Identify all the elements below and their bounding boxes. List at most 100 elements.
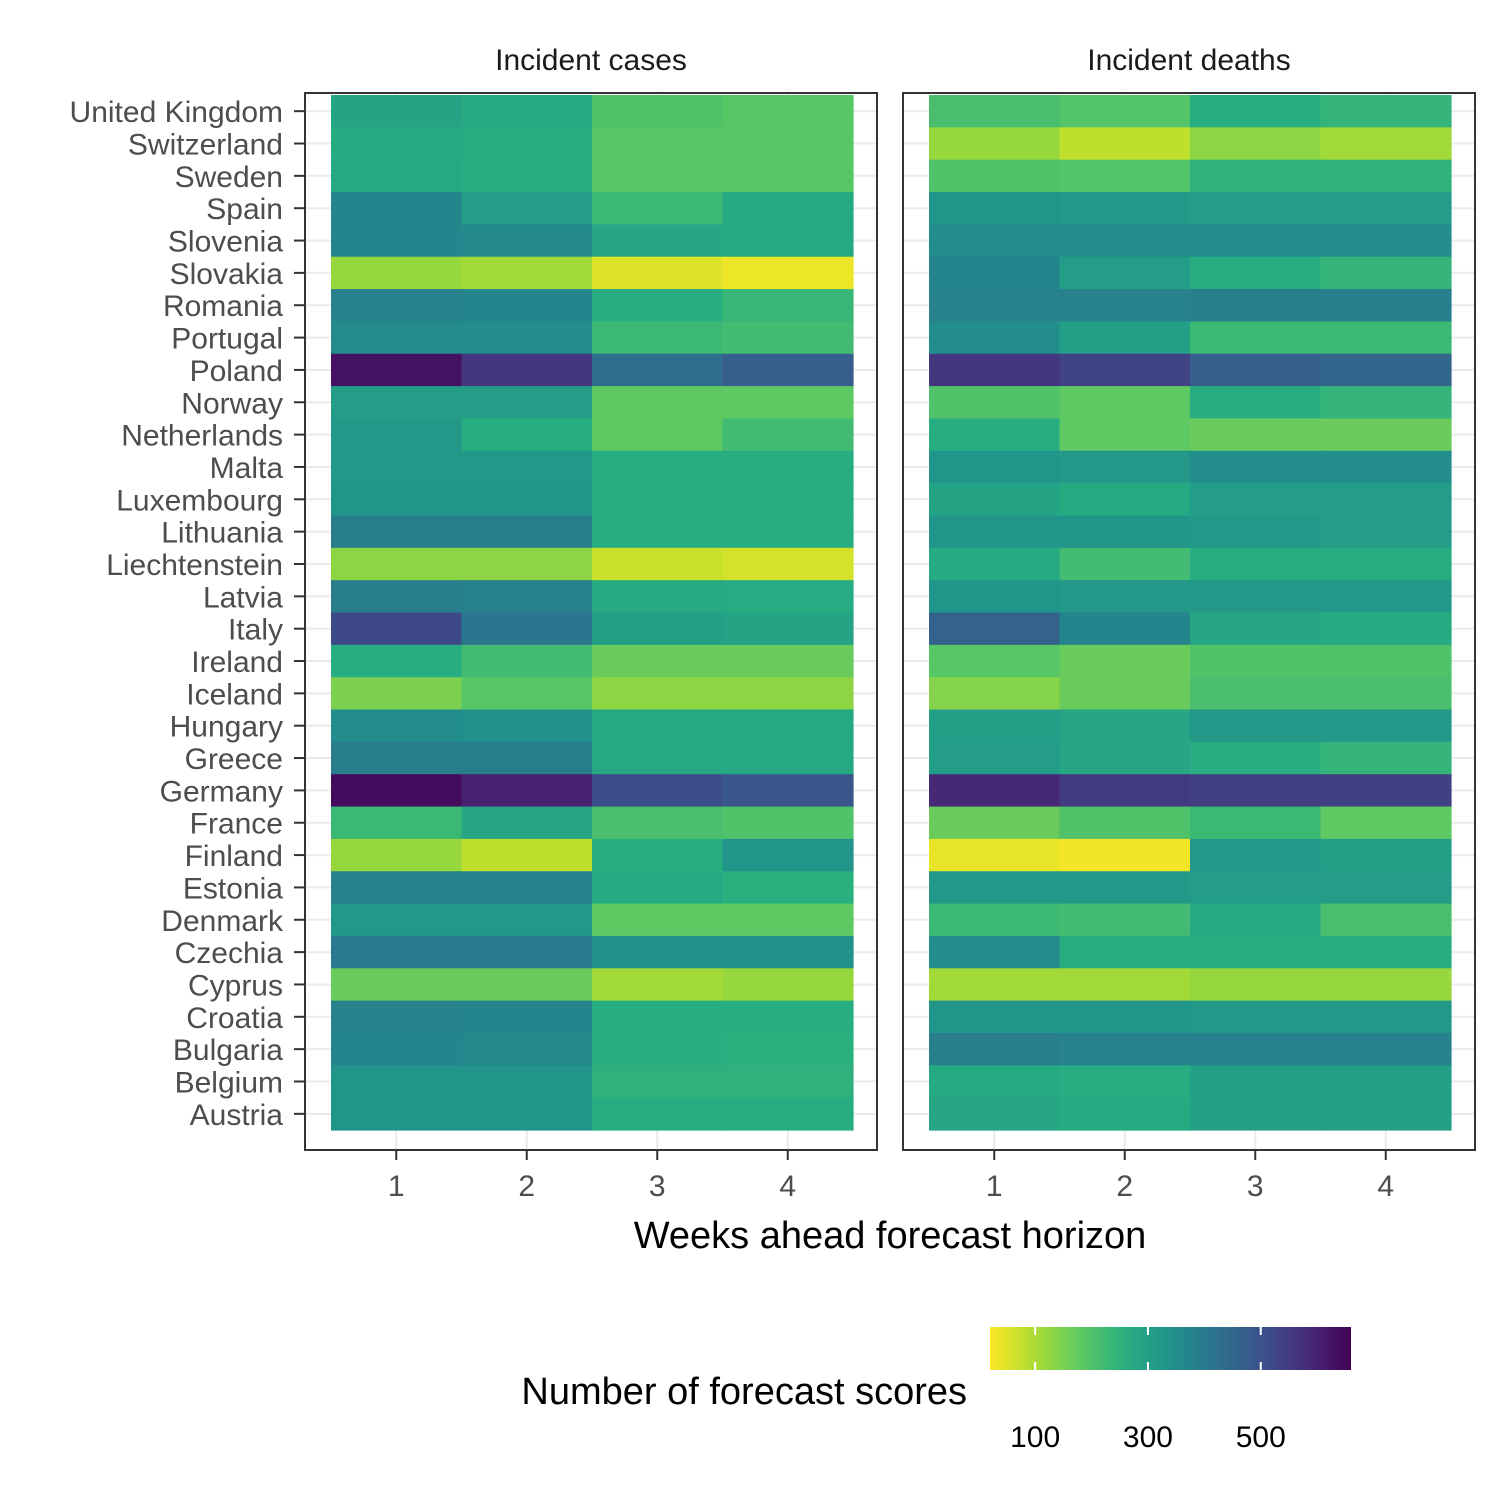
heatmap-cell — [1320, 935, 1452, 969]
y-tick-label: Latvia — [203, 581, 283, 614]
heatmap-cell — [722, 127, 854, 161]
heatmap-cell — [592, 353, 724, 387]
heatmap-cell — [461, 386, 593, 420]
heatmap-cell — [461, 580, 593, 614]
heatmap-cell — [331, 1065, 463, 1099]
heatmap-cell — [722, 1097, 854, 1131]
heatmap-cell — [1190, 95, 1322, 128]
heatmap-cell — [331, 289, 463, 323]
heatmap-cell — [722, 806, 854, 840]
heatmap-cell — [1059, 644, 1191, 678]
heatmap-cell — [722, 95, 854, 128]
legend-tick-label: 100 — [1010, 1421, 1060, 1454]
heatmap-cell — [461, 353, 593, 387]
heatmap-cell — [331, 256, 463, 290]
heatmap-cell — [1190, 806, 1322, 840]
heatmap-cell — [929, 580, 1061, 614]
heatmap-cell — [592, 1032, 724, 1066]
panel-border — [304, 92, 878, 1151]
heatmap-cell — [929, 774, 1061, 808]
heatmap-cell — [592, 1065, 724, 1099]
heatmap-cell — [722, 418, 854, 452]
heatmap-cell — [1059, 677, 1191, 711]
y-tick-label: Slovakia — [170, 258, 284, 291]
heatmap-cell — [929, 838, 1061, 872]
heatmap-cell — [461, 1032, 593, 1066]
y-tick-label: Bulgaria — [173, 1034, 283, 1067]
heatmap-cell — [722, 450, 854, 484]
heatmap-cell — [929, 1000, 1061, 1034]
heatmap-cell — [1190, 289, 1322, 323]
heatmap-cell — [1320, 612, 1452, 646]
x-tick-label: 3 — [1247, 1170, 1264, 1203]
heatmap-cell — [1320, 774, 1452, 808]
panel-border — [902, 92, 1476, 1151]
x-tick-label: 2 — [1116, 1170, 1133, 1203]
heatmap-cell — [461, 224, 593, 258]
y-tick-label: Denmark — [161, 905, 284, 938]
heatmap-cell — [722, 838, 854, 872]
heatmap-cell — [592, 256, 724, 290]
heatmap-cell — [1320, 159, 1452, 193]
heatmap-cell — [461, 644, 593, 678]
heatmap-cell — [1190, 321, 1322, 355]
heatmap-cell — [461, 547, 593, 581]
heatmap-cell — [1190, 612, 1322, 646]
heatmap-cell — [1190, 644, 1322, 678]
heatmap-cell — [929, 677, 1061, 711]
y-tick-label: Poland — [190, 355, 283, 388]
heatmap-cell — [1059, 806, 1191, 840]
heatmap-cell — [1059, 968, 1191, 1002]
heatmap-cell — [1059, 903, 1191, 937]
heatmap-cell — [1190, 935, 1322, 969]
heatmap-cell — [929, 127, 1061, 161]
heatmap-cell — [592, 224, 724, 258]
heatmap-cell — [1320, 1097, 1452, 1131]
heatmap-cell — [331, 968, 463, 1002]
y-tick-label: France — [190, 808, 283, 841]
y-tick-label: Finland — [185, 840, 283, 873]
heatmap-cell — [1190, 1065, 1322, 1099]
heatmap-cell — [331, 838, 463, 872]
heatmap-cell — [592, 450, 724, 484]
heatmap-cell — [1320, 483, 1452, 517]
heatmap-cell — [1190, 709, 1322, 743]
heatmap-cell — [592, 289, 724, 323]
heatmap-cell — [929, 806, 1061, 840]
y-axis: United KingdomSwitzerlandSwedenSpainSlov… — [70, 96, 305, 1132]
y-tick-label: Romania — [163, 290, 283, 323]
heatmap-cell — [592, 806, 724, 840]
heatmap-cell — [331, 192, 463, 225]
heatmap-cell — [1059, 418, 1191, 452]
heatmap-cell — [592, 1000, 724, 1034]
heatmap-cell — [461, 677, 593, 711]
legend-tick-label: 300 — [1123, 1421, 1173, 1454]
heatmap-cell — [592, 1097, 724, 1131]
heatmap-cell — [461, 289, 593, 323]
heatmap-cell — [929, 256, 1061, 290]
heatmap-cell — [592, 903, 724, 937]
y-tick-label: United Kingdom — [70, 96, 283, 129]
heatmap-cell — [461, 903, 593, 937]
heatmap-cell — [461, 256, 593, 290]
heatmap-cell — [722, 159, 854, 193]
heatmap-cell — [331, 1000, 463, 1034]
heatmap-cell — [1320, 321, 1452, 355]
heatmap-cell — [1190, 159, 1322, 193]
heatmap-cell — [461, 612, 593, 646]
heatmap-cell — [1190, 774, 1322, 808]
heatmap-cell — [722, 1000, 854, 1034]
heatmap-cell — [331, 1032, 463, 1066]
heatmap-cell — [592, 321, 724, 355]
y-tick-label: Portugal — [171, 323, 283, 356]
heatmap-cell — [331, 95, 463, 128]
heatmap-cell — [1320, 838, 1452, 872]
heatmap-cell — [1320, 515, 1452, 549]
heatmap-cell — [331, 774, 463, 808]
heatmap-cell — [1059, 709, 1191, 743]
heatmap-cell — [722, 871, 854, 905]
heatmap-cell — [461, 774, 593, 808]
x-axis-title: Weeks ahead forecast horizon — [634, 1215, 1147, 1257]
heatmap-cell — [331, 741, 463, 775]
